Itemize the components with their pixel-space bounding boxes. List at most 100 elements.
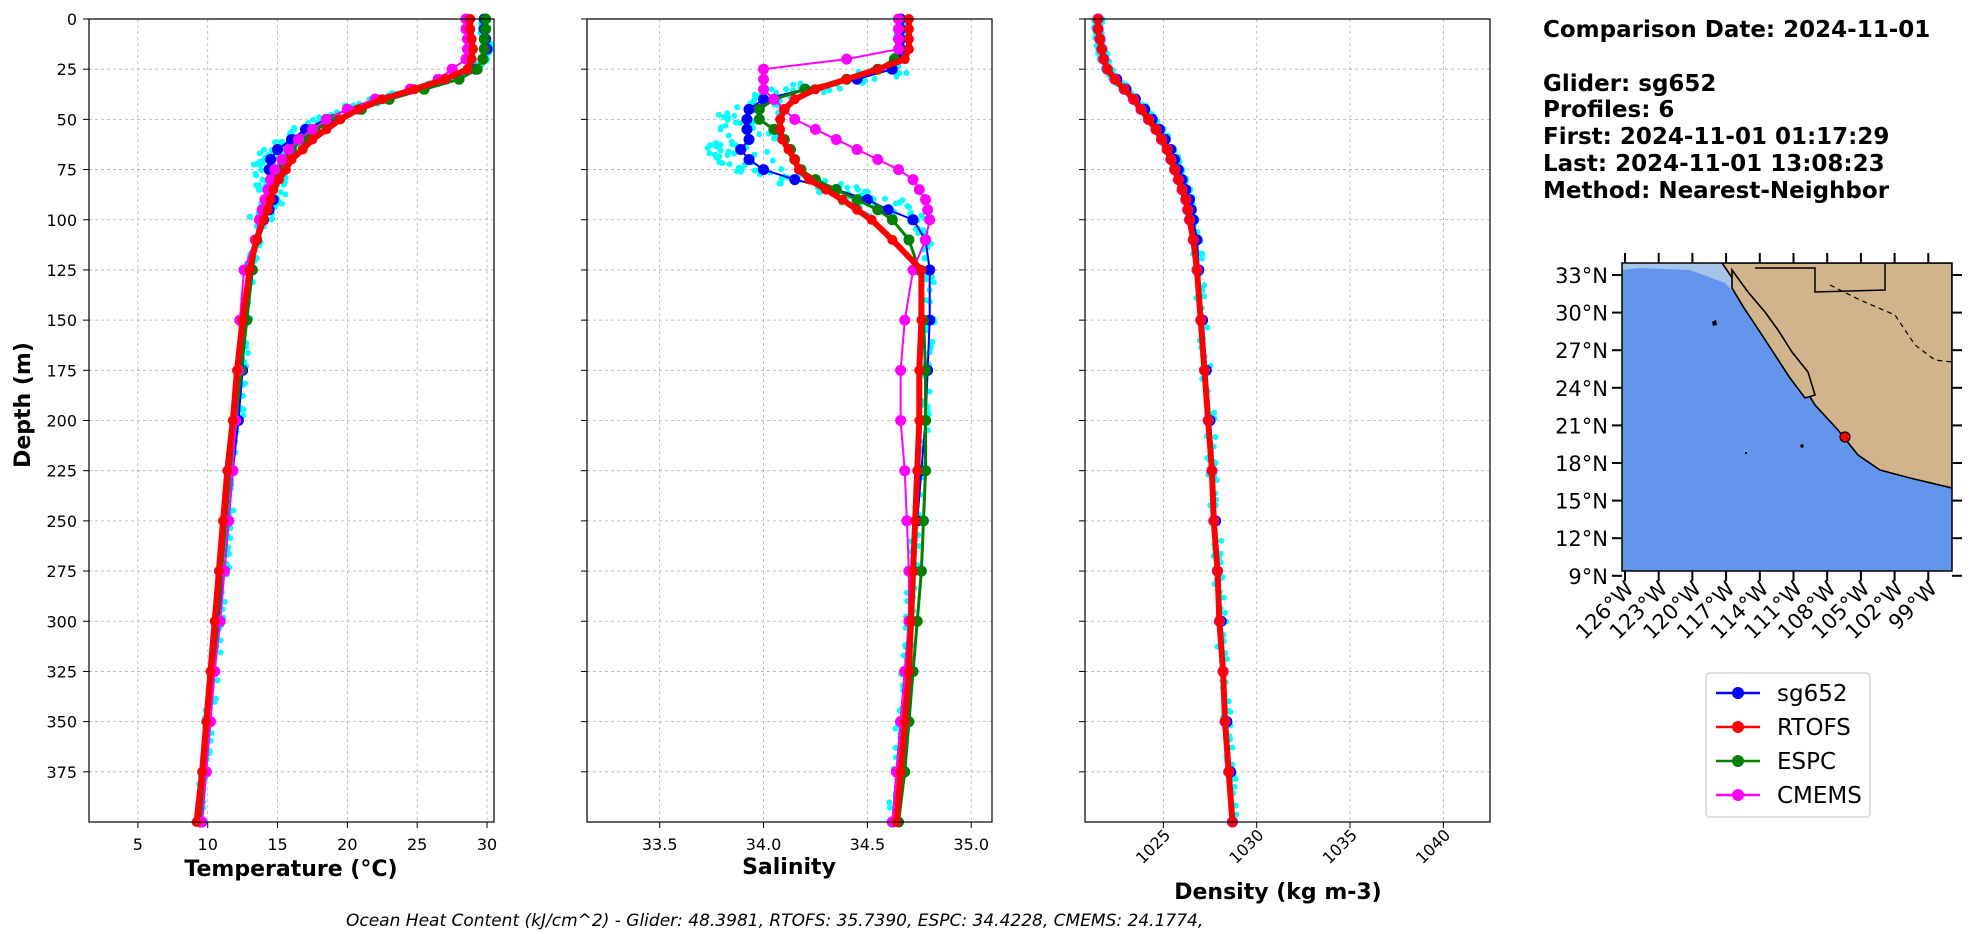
raw-glider-point <box>261 146 268 153</box>
espc-point <box>872 204 884 216</box>
rtofs-point <box>197 766 208 777</box>
density-panel: 1025 1030 1035 1040 <box>1079 13 1491 868</box>
rtofs-point <box>321 124 332 135</box>
raw-glider-point <box>1219 574 1226 581</box>
raw-glider-point <box>217 649 224 656</box>
y-tick-label: 50 <box>57 110 77 129</box>
raw-glider-point <box>315 114 322 121</box>
espc-point <box>477 53 489 65</box>
rtofs-point <box>1206 465 1217 476</box>
cmems-point <box>851 143 863 155</box>
cmems-point <box>893 23 905 35</box>
rtofs-point <box>903 24 914 35</box>
rtofs-point <box>1094 34 1105 45</box>
legend-marker-espc <box>1732 755 1744 767</box>
raw-glider-point <box>816 189 823 196</box>
raw-glider-point <box>713 143 720 150</box>
cmems-point <box>768 93 780 105</box>
rtofs-point <box>262 204 273 215</box>
rtofs-point <box>1169 164 1180 175</box>
rtofs-point <box>887 234 898 245</box>
rtofs-point <box>1203 415 1214 426</box>
rtofs-point <box>286 154 297 165</box>
espc-point <box>478 33 490 45</box>
raw-glider-point <box>722 122 729 129</box>
x-tick-label: 33.5 <box>642 835 678 854</box>
raw-glider-point <box>893 73 900 80</box>
temperature-panel: 0 25 50 75 100 125 150 175 200 225 250 275 300 325 350… <box>46 10 497 854</box>
rtofs-point <box>280 164 291 175</box>
raw-glider-point <box>716 158 723 165</box>
rtofs-point <box>775 114 786 125</box>
raw-glider-point <box>725 132 732 139</box>
raw-glider-point <box>272 139 279 146</box>
density-axis-label: Density (kg m-3) <box>1174 880 1382 905</box>
raw-glider-point <box>715 111 722 118</box>
rtofs-point <box>899 716 910 727</box>
raw-glider-point <box>256 150 263 157</box>
raw-glider-point <box>1218 537 1225 544</box>
rtofs-point <box>1096 44 1107 55</box>
ocean-heat-content-footer: Ocean Heat Content (kJ/cm^2) - Glider: 4… <box>346 911 1203 931</box>
glider-location-marker <box>1839 431 1851 443</box>
rtofs-line <box>193 19 477 823</box>
y-tick-label: 225 <box>46 462 77 481</box>
x-tick-label: 25 <box>407 835 427 854</box>
rtofs-point <box>1188 234 1199 245</box>
cmems-point <box>809 123 821 135</box>
rtofs-point <box>466 54 477 65</box>
map-lat-label: 30°N <box>1555 302 1608 326</box>
sg652-point <box>924 264 936 276</box>
raw-glider-point <box>1221 594 1228 601</box>
rtofs-point <box>866 214 877 225</box>
interpolation-method: Method: Nearest-Neighbor <box>1543 178 1890 204</box>
sg652-point <box>907 214 919 226</box>
rtofs-point <box>895 766 906 777</box>
map-lat-label: 18°N <box>1555 452 1608 476</box>
rtofs-point <box>775 124 786 135</box>
espc-point <box>753 103 765 115</box>
glider-name: Glider: sg652 <box>1543 71 1716 97</box>
raw-glider-point <box>253 172 260 179</box>
cmems-point <box>283 143 295 155</box>
legend-marker-rtofs <box>1732 721 1744 733</box>
raw-glider-point <box>855 186 862 193</box>
rtofs-point <box>820 184 831 195</box>
raw-glider-point <box>736 120 743 127</box>
y-tick-label: 350 <box>46 713 77 732</box>
cmems-point <box>907 174 919 186</box>
rtofs-point <box>1109 74 1120 85</box>
salinity-panel: 33.5 34.0 34.5 35.0 <box>581 13 993 854</box>
rtofs-line <box>777 19 925 823</box>
raw-glider-point <box>921 255 928 262</box>
legend: sg652 RTOFS ESPC CMEMS <box>1705 672 1871 818</box>
raw-glider-point <box>310 116 317 123</box>
cmems-point <box>306 123 318 135</box>
cmems-point <box>758 63 770 75</box>
rtofs-point <box>793 164 804 175</box>
cmems-point <box>292 133 304 145</box>
raw-glider-point <box>1225 698 1232 705</box>
raw-glider-point <box>245 349 252 356</box>
map-latitude-ticks: 33°N 30°N 27°N 24°N 21°N 18°N 15°N 12°N 9°N <box>1555 264 1962 589</box>
raw-glider-point <box>255 161 262 168</box>
rtofs-point <box>201 716 212 727</box>
rtofs-point <box>205 666 216 677</box>
raw-glider-point <box>731 112 738 119</box>
rtofs-point <box>804 174 815 185</box>
legend-marker-cmems <box>1732 789 1744 801</box>
rtofs-point <box>777 134 788 145</box>
raw-glider-point <box>706 150 713 157</box>
cmems-point <box>758 83 770 95</box>
map-state-line <box>1829 284 1952 363</box>
rtofs-point <box>268 184 279 195</box>
raw-glider-point <box>844 184 851 191</box>
x-tick-label: 10 <box>198 835 218 854</box>
raw-glider-point <box>726 161 733 168</box>
raw-glider-point <box>1223 656 1230 663</box>
cmems-point <box>895 415 907 426</box>
raw-glider-point <box>881 195 888 202</box>
rtofs-point <box>1223 766 1234 777</box>
sg652-point <box>758 164 770 176</box>
